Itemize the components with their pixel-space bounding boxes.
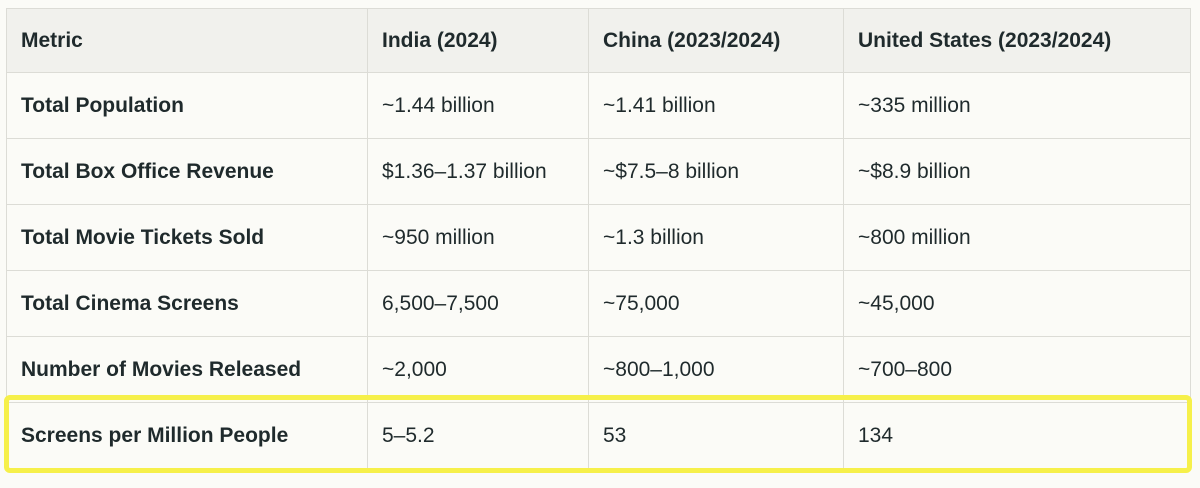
metric-cell: Total Population [6,72,368,139]
table-row-highlighted: Screens per Million People 5–5.2 53 134 [6,402,1191,469]
india-cell: ~2,000 [367,336,589,403]
table-row: Total Box Office Revenue $1.36–1.37 bill… [6,138,1191,205]
table-body: Total Population ~1.44 billion ~1.41 bil… [6,72,1191,469]
header-metric: Metric [6,8,368,73]
china-cell: ~1.41 billion [588,72,844,139]
china-cell: ~$7.5–8 billion [588,138,844,205]
table-row: Total Movie Tickets Sold ~950 million ~1… [6,204,1191,271]
united-states-cell: ~45,000 [843,270,1191,337]
india-cell: ~950 million [367,204,589,271]
india-cell: $1.36–1.37 billion [367,138,589,205]
table-row: Total Population ~1.44 billion ~1.41 bil… [6,72,1191,139]
united-states-cell: ~700–800 [843,336,1191,403]
china-cell: ~75,000 [588,270,844,337]
header-row: Metric India (2024) China (2023/2024) Un… [6,8,1191,73]
table-row: Total Cinema Screens 6,500–7,500 ~75,000… [6,270,1191,337]
china-cell: ~1.3 billion [588,204,844,271]
header-united-states: United States (2023/2024) [843,8,1191,73]
header-china: China (2023/2024) [588,8,844,73]
united-states-cell: ~800 million [843,204,1191,271]
metric-cell: Number of Movies Released [6,336,368,403]
united-states-cell: ~335 million [843,72,1191,139]
china-cell: ~800–1,000 [588,336,844,403]
china-cell: 53 [588,402,844,469]
metric-cell: Total Movie Tickets Sold [6,204,368,271]
table-row: Number of Movies Released ~2,000 ~800–1,… [6,336,1191,403]
metric-cell: Screens per Million People [6,402,368,469]
india-cell: 6,500–7,500 [367,270,589,337]
metric-cell: Total Box Office Revenue [6,138,368,205]
comparison-table: Metric India (2024) China (2023/2024) Un… [6,8,1191,469]
table-header: Metric India (2024) China (2023/2024) Un… [6,8,1191,73]
metric-cell: Total Cinema Screens [6,270,368,337]
india-cell: ~1.44 billion [367,72,589,139]
united-states-cell: 134 [843,402,1191,469]
header-india: India (2024) [367,8,589,73]
united-states-cell: ~$8.9 billion [843,138,1191,205]
india-cell: 5–5.2 [367,402,589,469]
